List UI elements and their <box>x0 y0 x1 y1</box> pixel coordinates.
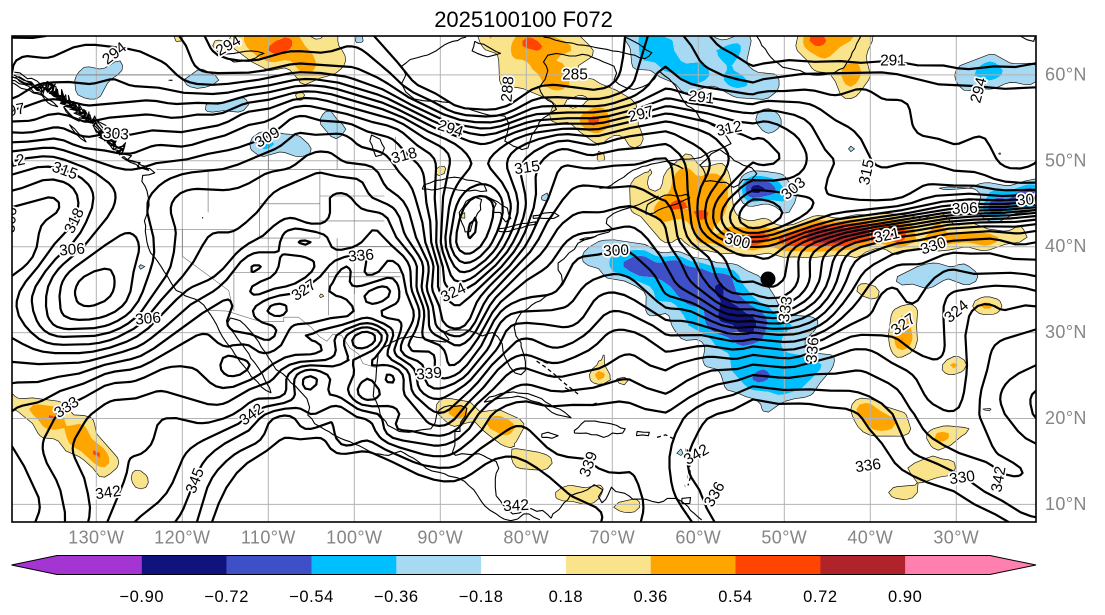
svg-text:303: 303 <box>102 125 129 144</box>
svg-text:291: 291 <box>880 53 906 70</box>
svg-text:306: 306 <box>1 206 20 233</box>
svg-text:60°W: 60°W <box>675 528 721 548</box>
svg-text:336: 336 <box>347 246 374 265</box>
svg-text:70°W: 70°W <box>589 528 635 548</box>
svg-text:291: 291 <box>688 88 716 108</box>
svg-text:30°W: 30°W <box>933 528 979 548</box>
svg-text:110°W: 110°W <box>241 528 296 548</box>
svg-text:306: 306 <box>58 240 85 259</box>
svg-text:10°N: 10°N <box>1045 494 1087 514</box>
svg-text:315: 315 <box>513 158 541 178</box>
svg-text:100°W: 100°W <box>326 528 382 548</box>
svg-text:306: 306 <box>951 200 978 218</box>
svg-text:40°W: 40°W <box>847 528 893 548</box>
svg-text:0.36: 0.36 <box>633 588 668 606</box>
svg-text:50°N: 50°N <box>1045 150 1087 170</box>
svg-text:336: 336 <box>854 456 882 476</box>
svg-text:342: 342 <box>503 497 530 515</box>
svg-text:300: 300 <box>603 242 630 260</box>
svg-text:0.90: 0.90 <box>888 588 923 606</box>
svg-text:321: 321 <box>873 225 902 247</box>
svg-text:0.18: 0.18 <box>549 588 584 606</box>
svg-text:288: 288 <box>498 75 517 102</box>
svg-text:60°N: 60°N <box>1045 64 1087 84</box>
svg-text:−0.36: −0.36 <box>374 588 419 606</box>
svg-text:339: 339 <box>415 364 442 383</box>
svg-text:0.72: 0.72 <box>803 588 838 606</box>
svg-text:−0.18: −0.18 <box>459 588 504 606</box>
svg-text:333: 333 <box>776 295 796 323</box>
svg-text:−0.72: −0.72 <box>204 588 249 606</box>
svg-text:−0.90: −0.90 <box>119 588 164 606</box>
svg-text:130°W: 130°W <box>68 528 124 548</box>
svg-text:336: 336 <box>803 336 822 363</box>
svg-text:80°W: 80°W <box>503 528 549 548</box>
svg-text:30°N: 30°N <box>1045 322 1087 342</box>
svg-text:20°N: 20°N <box>1045 408 1087 428</box>
svg-text:40°N: 40°N <box>1045 236 1087 256</box>
svg-text:120°W: 120°W <box>154 528 210 548</box>
svg-text:90°W: 90°W <box>417 528 463 548</box>
svg-text:285: 285 <box>562 67 588 84</box>
svg-text:330: 330 <box>948 468 976 488</box>
svg-text:0.54: 0.54 <box>718 588 753 606</box>
svg-text:306: 306 <box>134 309 161 328</box>
svg-text:50°W: 50°W <box>761 528 807 548</box>
svg-text:−0.54: −0.54 <box>289 588 334 606</box>
svg-text:342: 342 <box>94 483 122 503</box>
svg-text:2025100100 F072: 2025100100 F072 <box>434 7 613 32</box>
svg-text:300: 300 <box>1016 191 1043 210</box>
